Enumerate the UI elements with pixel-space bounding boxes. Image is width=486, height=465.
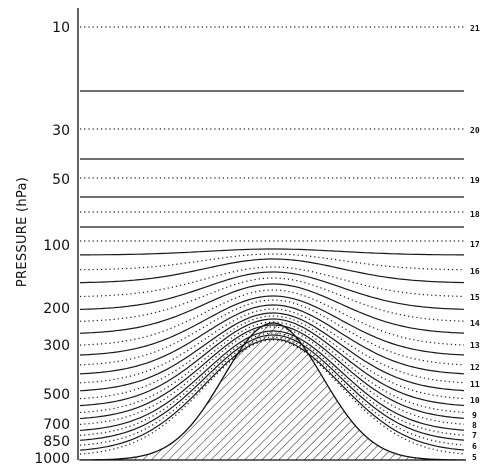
tick-label-200: 200	[43, 301, 70, 317]
y-axis-label: PRESSURE (hPa)	[15, 177, 30, 287]
level-label-7: 7	[472, 431, 477, 440]
isolines	[79, 26, 465, 455]
tick-label-1000: 1000	[34, 451, 70, 465]
pressure-tick-labels: 10 30 50 100 200 300 500 700 850 1000	[34, 20, 70, 465]
level-label-18: 18	[470, 210, 480, 219]
tick-label-300: 300	[43, 338, 70, 354]
isoline-solid	[80, 258, 465, 284]
isoline-solid	[79, 271, 465, 310]
tick-label-100: 100	[43, 238, 70, 254]
level-label-5: 5	[472, 453, 477, 462]
isoline-solid	[79, 312, 465, 392]
isoline-solid	[79, 304, 465, 375]
level-label-10: 10	[470, 396, 480, 405]
level-label-16: 16	[470, 267, 480, 276]
level-label-9: 9	[472, 411, 477, 420]
isoline-dotted	[80, 266, 465, 298]
level-label-14: 14	[470, 319, 480, 328]
tick-label-700: 700	[43, 417, 70, 433]
level-label-11: 11	[470, 380, 480, 389]
isoline-solid	[80, 248, 464, 256]
tick-label-500: 500	[43, 387, 70, 403]
level-label-21: 21	[470, 24, 480, 33]
isoline-dotted	[79, 336, 465, 446]
level-label-13: 13	[470, 341, 480, 350]
tick-label-10: 10	[52, 20, 70, 36]
level-label-20: 20	[470, 126, 480, 135]
level-label-6: 6	[472, 442, 477, 451]
terrain-mountain	[79, 322, 467, 461]
isoline-solid	[79, 318, 465, 407]
level-label-19: 19	[470, 176, 480, 185]
isoline-dotted	[79, 308, 465, 384]
isoline-solid	[79, 295, 465, 356]
level-label-15: 15	[470, 293, 480, 302]
isoline-solid	[79, 283, 465, 334]
isoline-dotted	[80, 253, 464, 271]
level-label-12: 12	[470, 363, 480, 372]
tick-label-30: 30	[52, 123, 70, 139]
level-label-8: 8	[472, 421, 477, 430]
isoline-dotted	[79, 277, 465, 322]
tick-label-50: 50	[52, 172, 70, 188]
isoline-dotted	[79, 289, 465, 346]
level-labels: 21 20 19 18 17 16 15 14 13 12 11 10 9 8 …	[470, 24, 480, 462]
tick-label-850: 850	[43, 434, 70, 450]
level-label-17: 17	[470, 240, 480, 249]
